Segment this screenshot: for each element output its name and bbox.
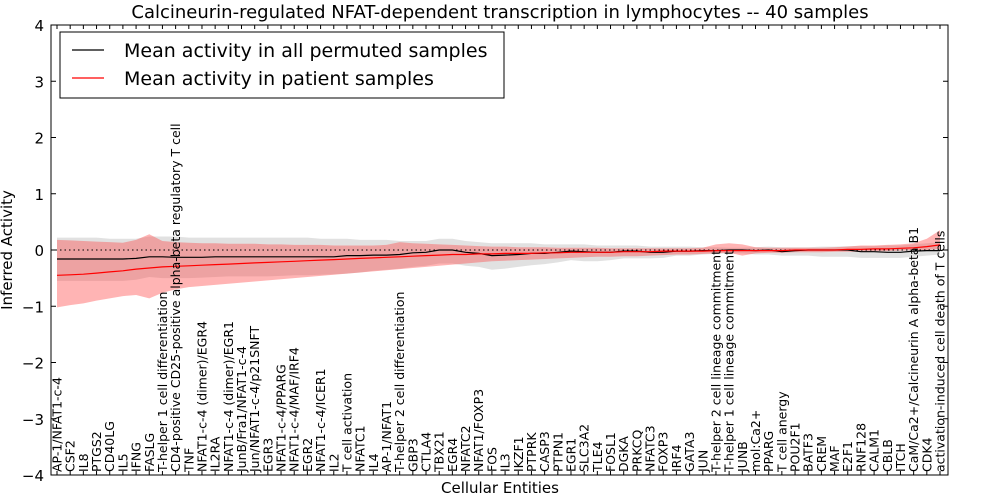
x-tick-label: mol:Ca2+ — [748, 410, 763, 472]
x-tick-label: CaM/Ca2+/Calcineurin A alpha-beta B1 — [906, 227, 921, 472]
band-permuted — [57, 236, 940, 281]
y-tick-label: 1 — [34, 186, 44, 204]
x-tick-labels: AP-1/NFAT1-c-4CSF2IL8PTGS2CD40LGIL5IFNGF… — [50, 123, 948, 473]
x-tick-label: CD40LG — [102, 421, 117, 472]
x-tick-label: NFATC3 — [643, 425, 658, 472]
x-tick-label: CTLA4 — [419, 432, 434, 472]
x-tick-label: GBP3 — [405, 438, 420, 472]
x-tick-label: RNF128 — [853, 423, 868, 472]
series-line-patient — [56, 244, 941, 276]
x-tick-label: JUNB — [735, 441, 750, 473]
y-tick-label: 2 — [34, 130, 44, 148]
axes: −4 −3 −2 −1 0 1 2 3 4 — [22, 17, 948, 485]
x-tick-label: FOS — [484, 447, 499, 472]
x-tick-label: PTPRK — [524, 432, 539, 472]
x-tick-label: IL5 — [115, 453, 130, 472]
x-tick-label: PTGS2 — [89, 431, 104, 472]
x-tick-label: CASP3 — [537, 431, 552, 472]
legend-box — [59, 31, 505, 99]
legend-label-patient: Mean activity in patient samples — [124, 68, 434, 90]
x-tick-label: NFATC1 — [353, 425, 368, 472]
chart-title: Calcineurin-regulated NFAT-dependent tra… — [131, 2, 868, 23]
x-tick-label: TBX21 — [432, 431, 447, 473]
x-tick-label: CD4-positive CD25-positive alpha-beta re… — [168, 123, 183, 472]
y-tick-label: 3 — [34, 73, 44, 91]
y-axis-title: Inferred Activity — [0, 190, 16, 310]
x-tick-label: EGR2 — [300, 438, 315, 472]
x-tick-label: AP-1/NFAT1 — [379, 401, 394, 472]
x-tick-label: CDK4 — [919, 437, 934, 472]
x-tick-label: PTPN1 — [550, 432, 565, 472]
x-tick-label: BATF3 — [801, 433, 816, 472]
y-tick-label: −1 — [22, 298, 44, 316]
x-tick-label: E2F1 — [840, 441, 855, 472]
x-axis-title: Cellular Entities — [441, 479, 559, 497]
x-tick-label: GATA3 — [682, 432, 697, 472]
x-tick-label: POU2F1 — [788, 422, 803, 472]
y-tick-label: 4 — [34, 17, 44, 35]
band-patient — [57, 230, 940, 308]
x-tick-label: AP-1/NFAT1-c-4 — [50, 377, 65, 472]
y-tick-label: 0 — [34, 242, 44, 260]
x-tick-label: T-helper 2 cell differentiation — [392, 292, 407, 473]
x-tick-label: NFAT1-c-4 (dimer)/EGR4 — [195, 321, 210, 472]
x-tick-label: EGR1 — [564, 438, 579, 472]
y-tick-label: −2 — [22, 355, 44, 373]
x-tick-label: MAF — [827, 445, 842, 472]
x-tick-label: CALM1 — [867, 429, 882, 472]
y-tick-label: −4 — [22, 467, 44, 485]
series-line-permuted — [57, 249, 940, 260]
x-tick-label: IL8 — [76, 453, 91, 472]
series-lines — [51, 244, 948, 276]
x-tick-label: NFAT1-c-4/ICER1 — [313, 368, 328, 472]
x-tick-label: DGKA — [616, 436, 631, 472]
x-tick-label: FOXP3 — [656, 432, 671, 472]
chart-legend: Mean activity in all permuted samples Me… — [59, 31, 505, 99]
x-tick-label: NFAT1-c-4 (dimer)/EGR1 — [221, 321, 236, 472]
x-tick-label: IL3 — [498, 453, 513, 472]
x-tick-label: IL2 — [326, 453, 341, 472]
x-tick-label: Jun/NFAT1-c-4/p21SNFT — [247, 326, 262, 473]
confidence-bands — [57, 230, 940, 308]
x-tick-label: JUN — [695, 450, 710, 473]
x-tick-label: ITCH — [893, 443, 908, 472]
x-tick-label: CSF2 — [63, 440, 78, 472]
x-tick-label: FASLG — [142, 433, 157, 472]
x-tick-label: CBLB — [880, 439, 895, 472]
x-tick-label: NFAT1-c-4/PPARG — [274, 364, 289, 472]
x-tick-label: T-helper 1 cell lineage commitment — [722, 250, 737, 473]
x-tick-label: NFAT1-c-4/MAF/IRF4 — [287, 347, 302, 472]
x-tick-label: PPARG — [761, 431, 776, 472]
x-tick-label: IL4 — [366, 453, 381, 472]
x-tick-label: TLE4 — [590, 442, 605, 473]
x-tick-label: IFNG — [129, 442, 144, 472]
x-tick-label: EGR4 — [445, 438, 460, 472]
x-tick-label: T-helper 2 cell lineage commitment — [709, 250, 724, 473]
x-tick-label: T-helper 1 cell differentiation — [155, 292, 170, 473]
x-tick-label: CREM — [814, 436, 829, 472]
x-tick-label: JunB/Fra1/NFAT1-c-4 — [234, 346, 249, 473]
x-tick-label: EGR3 — [260, 438, 275, 472]
x-tick-label: T cell anergy — [774, 391, 789, 473]
x-tick-label: PRKCQ — [629, 430, 644, 472]
x-tick-label: IKZF1 — [511, 436, 526, 472]
x-tick-label: FOSL1 — [603, 432, 618, 472]
x-tick-label: TNF — [181, 448, 196, 473]
x-tick-label: T cell activation — [339, 373, 354, 473]
x-tick-label: NFATC2 — [458, 425, 473, 472]
x-tick-label: IL2RA — [208, 436, 223, 472]
x-tick-label: activation-induced cell death of T cells — [933, 231, 948, 472]
x-tick-label: NFAT1/FOXP3 — [471, 389, 486, 472]
y-tick-label: −3 — [22, 411, 44, 429]
x-tick-label: IRF4 — [669, 444, 684, 472]
x-tick-label: SLC3A2 — [577, 424, 592, 472]
legend-label-permuted: Mean activity in all permuted samples — [124, 40, 487, 62]
